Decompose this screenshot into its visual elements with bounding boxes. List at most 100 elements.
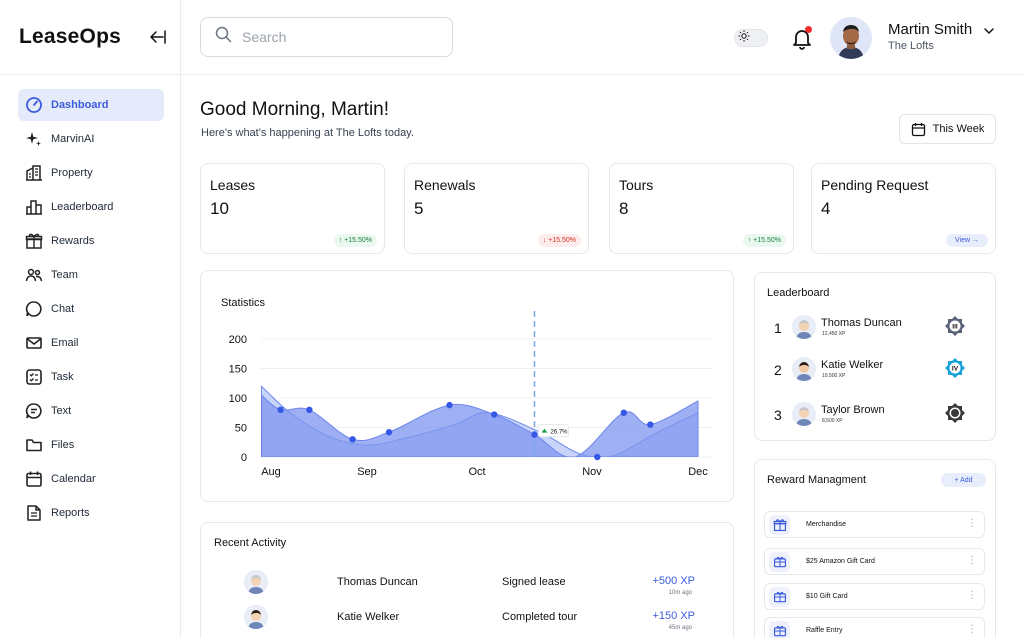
sidebar-item-label: Dashboard — [51, 99, 109, 111]
more-options-icon[interactable]: ⋮ — [967, 555, 977, 566]
view-requests-button[interactable]: View → — [946, 234, 988, 247]
activity-time: 45m ago — [668, 625, 692, 631]
sidebar-item-label: Chat — [51, 303, 75, 315]
y-tick-label: 50 — [235, 423, 247, 435]
reward-label: Raffle Entry — [806, 627, 843, 634]
more-options-icon[interactable]: ⋮ — [967, 624, 977, 635]
more-options-icon[interactable]: ⋮ — [967, 518, 977, 529]
reward-item[interactable]: $25 Amazon Gift Card ⋮ — [764, 548, 985, 575]
logo-row: LeaseOps — [0, 0, 180, 75]
stat-label: Renewals — [414, 177, 476, 193]
activity-row[interactable]: Katie Welker Completed tour +150 XP 45m ago — [201, 605, 733, 635]
y-tick-label: 150 — [229, 364, 247, 376]
user-name: Martin Smith — [888, 21, 973, 38]
sidebar-item-leaderboard[interactable]: Leaderboard — [18, 191, 164, 223]
sidebar-item-property[interactable]: Property — [18, 157, 164, 189]
rank-badge-icon: IV — [943, 357, 967, 381]
sidebar-item-label: Rewards — [51, 235, 95, 247]
search-box[interactable] — [200, 17, 453, 57]
activity-xp: +500 XP — [652, 575, 695, 587]
sidebar-item-rewards[interactable]: Rewards — [18, 225, 164, 257]
notification-dot — [805, 26, 812, 33]
recent-activity-panel: Recent Activity Thomas Duncan Signed leas… — [200, 522, 734, 638]
reward-item[interactable]: Merchandise ⋮ — [764, 511, 985, 538]
notifications-bell-icon[interactable] — [789, 25, 815, 51]
reward-label: Merchandise — [806, 521, 847, 528]
statistics-chart: 0 50 100 150 200 Aug Sep Oct Nov Dec 26.7% — [229, 311, 713, 478]
leaderboard-row[interactable]: 2 Katie Welker 10,500 XP IV — [755, 350, 995, 390]
sidebar-item-chat[interactable]: Chat — [18, 293, 164, 325]
calendar-icon — [911, 122, 925, 136]
data-point — [446, 401, 453, 409]
stat-value: 4 — [821, 199, 831, 218]
leaderboard-name: Katie Welker — [821, 359, 884, 371]
mail-icon — [25, 334, 43, 352]
sidebar-item-team[interactable]: Team — [18, 259, 164, 291]
series-area-1 — [261, 394, 699, 457]
leaderboard-row[interactable]: 3 Taylor Brown 8,500 XP — [755, 395, 995, 435]
trend-badge: ↑ +15.50% — [333, 234, 377, 247]
recent-activity-title: Recent Activity — [214, 537, 287, 549]
leaderboard-rank: 1 — [774, 320, 782, 336]
leaderboard-xp: 10,500 XP — [822, 373, 846, 379]
leaderboard-name: Taylor Brown — [821, 404, 885, 416]
stat-card-leases: Leases 10 ↑ +15.50% — [200, 163, 385, 254]
task-icon — [25, 368, 43, 386]
sidebar-item-text[interactable]: Text — [18, 395, 164, 427]
avatar — [792, 357, 816, 381]
leaderboard-panel: Leaderboard 1 Thomas Duncan 12,450 XP III 2 K… — [754, 272, 996, 441]
activity-action: Signed lease — [502, 576, 566, 588]
sidebar-item-label: Calendar — [51, 473, 96, 485]
leaderboard-row[interactable]: 1 Thomas Duncan 12,450 XP III — [755, 308, 995, 348]
y-tick-label: 200 — [229, 334, 247, 346]
y-tick-label: 100 — [229, 393, 247, 405]
date-range-button[interactable]: This Week — [899, 114, 996, 144]
search-input[interactable] — [242, 29, 422, 45]
rank-badge-icon — [943, 402, 967, 426]
tooltip-up-icon — [541, 428, 548, 433]
sun-icon — [738, 29, 750, 47]
reward-item[interactable]: $10 Gift Card ⋮ — [764, 583, 985, 610]
gift-card-icon — [769, 552, 790, 572]
sidebar-item-label: Task — [51, 371, 74, 383]
stat-card-tours: Tours 8 ↑ +15.50% — [609, 163, 794, 254]
sidebar-item-email[interactable]: Email — [18, 327, 164, 359]
reward-item[interactable]: Raffle Entry ⋮ — [764, 617, 985, 638]
sidebar-item-label: Property — [51, 167, 93, 179]
sidebar-item-dashboard[interactable]: Dashboard — [18, 89, 164, 121]
sidebar-item-label: MarvinAI — [51, 133, 95, 145]
more-options-icon[interactable]: ⋮ — [967, 590, 977, 601]
rank-badge-text: IV — [952, 366, 959, 373]
x-tick-label: Sep — [357, 466, 377, 478]
statistics-panel: Statistics 0 50 100 150 200 Aug Sep Oct Nov Dec 26… — [200, 270, 734, 502]
stat-label: Pending Request — [821, 177, 929, 193]
sidebar-item-reports[interactable]: Reports — [18, 497, 164, 529]
reward-label: $25 Amazon Gift Card — [806, 558, 875, 565]
report-icon — [25, 504, 43, 522]
rank-badge-icon: III — [943, 315, 967, 339]
sidebar-item-marvinai[interactable]: MarvinAI — [18, 123, 164, 155]
theme-toggle[interactable] — [734, 29, 768, 47]
building-icon — [25, 164, 43, 182]
chevron-down-icon[interactable] — [982, 24, 996, 38]
sidebar-item-task[interactable]: Task — [18, 361, 164, 393]
sidebar-item-files[interactable]: Files — [18, 429, 164, 461]
calendar-icon — [25, 470, 43, 488]
add-reward-button[interactable]: + Add — [941, 473, 986, 487]
sidebar-item-label: Team — [51, 269, 78, 281]
sidebar-item-calendar[interactable]: Calendar — [18, 463, 164, 495]
collapse-sidebar-icon[interactable] — [146, 26, 168, 48]
sparkle-icon — [25, 130, 43, 148]
message-icon — [25, 402, 43, 420]
data-point — [385, 429, 393, 436]
data-point — [531, 431, 538, 438]
gift-card-icon — [769, 621, 790, 638]
x-tick-label: Dec — [688, 466, 708, 478]
avatar — [244, 605, 268, 629]
activity-row[interactable]: Thomas Duncan Signed lease +500 XP 10m ago — [201, 570, 733, 600]
stat-value: 10 — [210, 199, 229, 218]
sidebar-item-label: Files — [51, 439, 75, 451]
user-avatar[interactable] — [830, 17, 872, 59]
bar-chart-icon — [25, 198, 43, 216]
data-point — [306, 406, 313, 413]
